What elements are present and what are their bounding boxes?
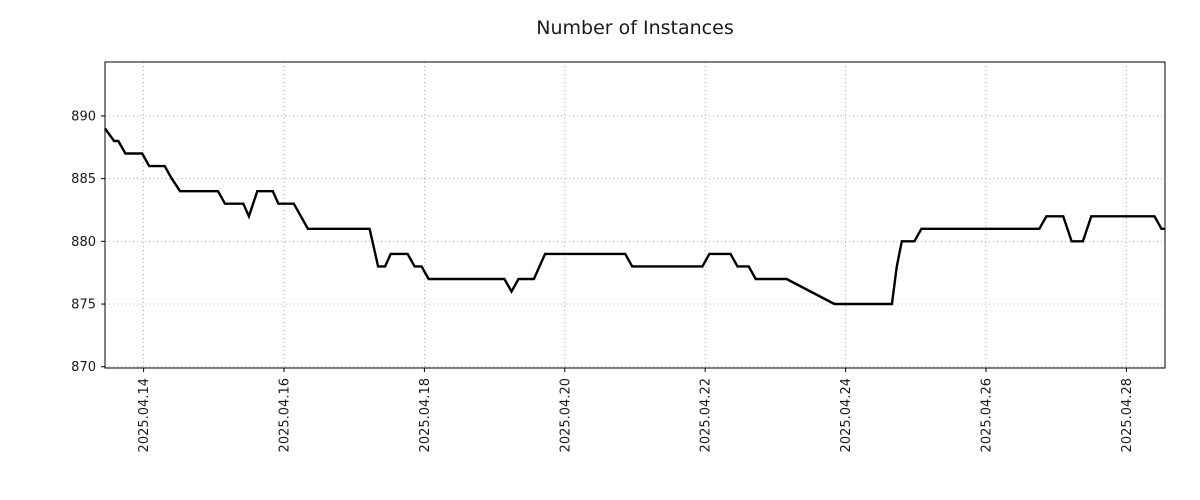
x-tick-label: 2025.04.22 bbox=[699, 378, 714, 452]
x-tick-label: 2025.04.16 bbox=[278, 378, 293, 452]
x-tick-label: 2025.04.18 bbox=[418, 378, 433, 452]
x-tick-label: 2025.04.28 bbox=[1120, 378, 1135, 452]
chart-title: Number of Instances bbox=[536, 17, 734, 39]
x-tick-label: 2025.04.20 bbox=[558, 378, 573, 452]
y-tick-label: 875 bbox=[71, 298, 96, 313]
series-line bbox=[104, 127, 1165, 306]
plot-frame bbox=[104, 61, 1166, 369]
x-tick-label: 2025.04.26 bbox=[979, 378, 994, 452]
y-tick-label: 890 bbox=[71, 109, 96, 124]
x-tick-label: 2025.04.24 bbox=[839, 378, 854, 452]
y-tick-label: 885 bbox=[71, 172, 96, 187]
y-tick-label: 880 bbox=[71, 235, 96, 250]
y-tick-label: 870 bbox=[71, 360, 96, 375]
x-tick-label: 2025.04.14 bbox=[137, 378, 152, 452]
